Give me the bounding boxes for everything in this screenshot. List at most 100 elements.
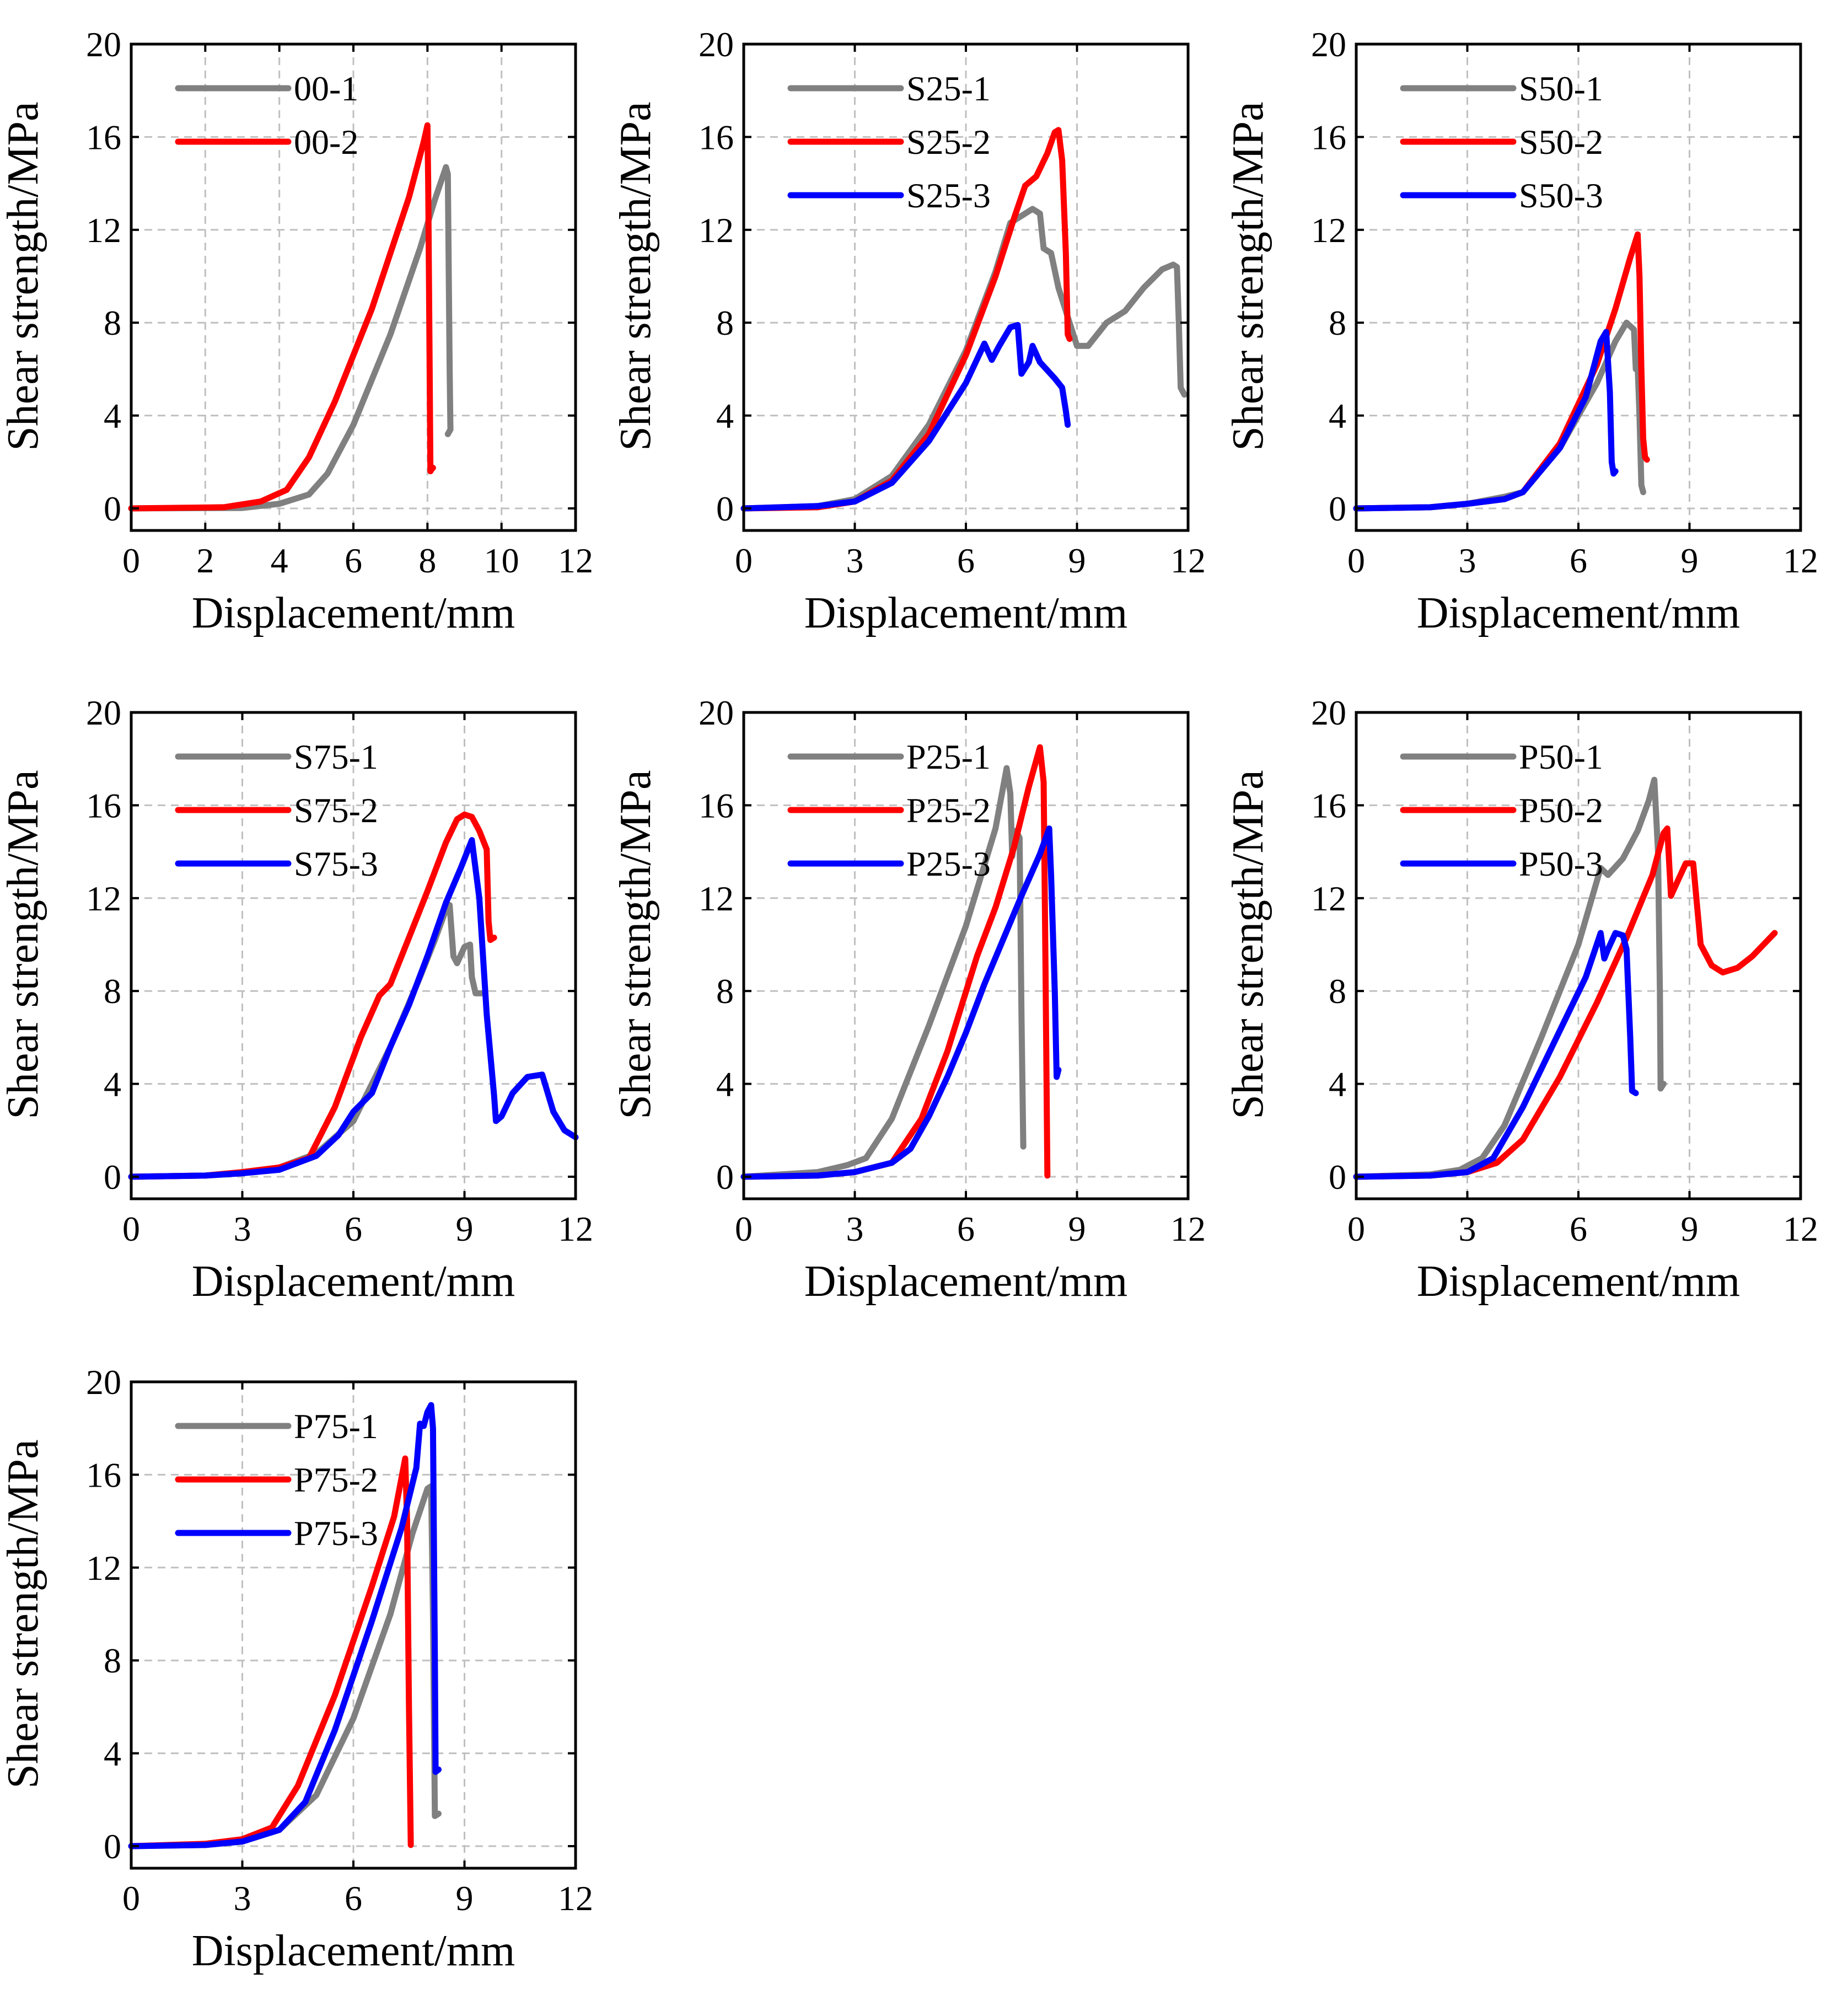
series-line-P50-2 [1353, 825, 1778, 1180]
y-tick-label: 12 [86, 211, 121, 250]
x-tick-label: 9 [456, 1209, 474, 1248]
legend-label-00-1: 00-1 [294, 69, 358, 108]
x-tick-label: 12 [558, 1879, 593, 1918]
legend-label-S25-1: S25-1 [906, 69, 991, 108]
x-tick-label: 4 [271, 541, 288, 580]
chart-panel-00: 0 2 4 6 8 10 12 0 4 8 12 16 20 Displacement/mm Shear s… [0, 25, 593, 637]
legend-label-S50-1: S50-1 [1519, 69, 1603, 108]
y-tick-label: 0 [716, 1157, 734, 1197]
series-line-S25-3 [740, 321, 1071, 512]
series-line-00-2 [128, 122, 436, 512]
x-tick-label: 12 [1783, 541, 1818, 580]
y-tick-label: 4 [716, 1065, 734, 1104]
y-axis-label: Shear strength/MPa [0, 1439, 47, 1788]
y-tick-label: 0 [104, 1157, 121, 1197]
x-tick-label: 6 [957, 1209, 975, 1248]
x-tick-label: 3 [1459, 541, 1476, 580]
legend-label-P25-2: P25-2 [906, 791, 991, 830]
chart-panel-P25: 0 3 6 9 12 0 4 8 12 16 20 Displacement/mm Shear stre… [611, 693, 1206, 1306]
x-tick-label: 0 [122, 541, 140, 580]
y-tick-label: 0 [104, 1827, 121, 1866]
x-tick-label: 6 [345, 1879, 362, 1918]
y-tick-label: 4 [716, 396, 734, 436]
y-tick-label: 4 [104, 396, 121, 436]
y-tick-label: 16 [1311, 117, 1346, 157]
legend-label-S25-2: S25-2 [906, 122, 991, 162]
legend-label-P25-1: P25-1 [906, 737, 991, 776]
y-tick-label: 4 [104, 1734, 121, 1773]
x-tick-label: 12 [1170, 1209, 1206, 1248]
series-line-P50-1 [1353, 776, 1667, 1180]
y-tick-label: 8 [104, 1641, 121, 1680]
y-tick-label: 20 [86, 1363, 121, 1402]
x-axis-label: Displacement/mm [192, 589, 515, 637]
x-axis-label: Displacement/mm [1417, 1257, 1740, 1306]
x-tick-label: 0 [1347, 1209, 1365, 1248]
x-tick-label: 3 [234, 1209, 251, 1248]
y-tick-label: 12 [1311, 211, 1346, 250]
x-axis-label: Displacement/mm [804, 589, 1128, 637]
y-tick-label: 8 [1329, 972, 1346, 1011]
x-axis-label: Displacement/mm [804, 1257, 1128, 1306]
chart-panel-S25: 0 3 6 9 12 0 4 8 12 16 20 Displacement/mm Shear stre… [611, 25, 1206, 637]
legend-label-P50-3: P50-3 [1519, 844, 1603, 883]
x-tick-label: 9 [1681, 541, 1699, 580]
y-tick-label: 0 [104, 489, 121, 528]
x-tick-label: 6 [345, 541, 362, 580]
y-axis-label: Shear strength/MPa [611, 101, 660, 451]
y-tick-label: 8 [104, 972, 121, 1011]
y-tick-label: 12 [86, 879, 121, 918]
series-line-P50-3 [1353, 930, 1639, 1180]
x-tick-label: 3 [234, 1879, 251, 1918]
y-tick-label: 20 [699, 693, 734, 732]
x-tick-label: 9 [456, 1879, 474, 1918]
legend-label-S75-3: S75-3 [294, 844, 378, 883]
x-tick-label: 0 [735, 541, 753, 580]
series-line-P75-3 [128, 1402, 442, 1849]
legend-label-00-2: 00-2 [294, 122, 358, 162]
x-tick-label: 0 [122, 1209, 140, 1248]
y-tick-label: 0 [716, 489, 734, 528]
x-tick-label: 12 [1783, 1209, 1818, 1248]
y-axis-label: Shear strength/MPa [1224, 770, 1272, 1119]
legend-label-S25-3: S25-3 [906, 176, 991, 215]
y-tick-label: 16 [86, 117, 121, 157]
x-tick-label: 3 [846, 1209, 864, 1248]
x-tick-label: 8 [418, 541, 436, 580]
legend-label-P75-1: P75-1 [294, 1407, 378, 1446]
y-tick-label: 8 [716, 972, 734, 1011]
legend-label-P50-1: P50-1 [1519, 737, 1603, 776]
y-tick-label: 16 [699, 117, 734, 157]
series-line-S25-1 [740, 206, 1188, 512]
legend-label-S75-2: S75-2 [294, 791, 378, 830]
x-axis-label: Displacement/mm [192, 1257, 515, 1306]
y-tick-label: 8 [1329, 303, 1346, 342]
legend-label-P50-2: P50-2 [1519, 791, 1603, 830]
chart-panel-P50: 0 3 6 9 12 0 4 8 12 16 20 Displacement/mm Shear stre… [1224, 693, 1818, 1306]
y-tick-label: 0 [1329, 489, 1346, 528]
legend-label-S75-1: S75-1 [294, 737, 378, 776]
y-tick-label: 12 [86, 1548, 121, 1588]
y-tick-label: 12 [1311, 879, 1346, 918]
x-tick-label: 6 [345, 1209, 362, 1248]
y-axis-label: Shear strength/MPa [0, 101, 47, 451]
y-tick-label: 12 [699, 879, 734, 918]
series-line-P75-1 [128, 1483, 442, 1849]
x-tick-label: 0 [122, 1879, 140, 1918]
chart-panel-P75: 0 3 6 9 12 0 4 8 12 16 20 Displacement/mm Shear stre… [0, 1363, 593, 1975]
x-tick-label: 0 [1347, 541, 1365, 580]
series-line-S50-3 [1353, 329, 1619, 512]
x-axis-label: Displacement/mm [192, 1927, 515, 1975]
y-tick-label: 12 [699, 211, 734, 250]
legend-label-P25-3: P25-3 [906, 844, 991, 883]
chart-panel-S75: 0 3 6 9 12 0 4 8 12 16 20 Displacement/mm Shear stre… [0, 693, 593, 1306]
legend-label-P75-3: P75-3 [294, 1514, 378, 1553]
y-axis-label: Shear strength/MPa [611, 770, 660, 1119]
x-tick-label: 9 [1681, 1209, 1699, 1248]
x-tick-label: 9 [1068, 1209, 1086, 1248]
x-tick-label: 6 [1570, 541, 1587, 580]
x-tick-label: 0 [735, 1209, 753, 1248]
y-tick-label: 4 [1329, 396, 1346, 436]
y-tick-label: 0 [1329, 1157, 1346, 1197]
